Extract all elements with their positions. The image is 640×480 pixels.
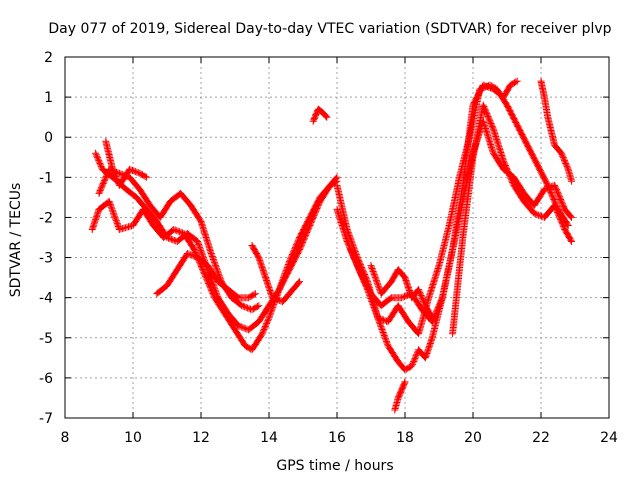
- x-tick-label: 12: [192, 430, 210, 446]
- y-tick-label: -7: [39, 411, 53, 427]
- series-arc-12: [449, 101, 576, 338]
- series-arc-7: [309, 105, 331, 125]
- x-tick-label: 24: [600, 430, 618, 446]
- gridlines: [65, 57, 609, 418]
- x-tick-label: 18: [396, 430, 414, 446]
- y-tick-label: -6: [39, 371, 53, 387]
- series-arc-11: [367, 262, 436, 322]
- series-arc-13: [537, 77, 576, 185]
- y-tick-label: -4: [39, 291, 53, 307]
- x-tick-label: 22: [532, 430, 550, 446]
- y-tick-label: -5: [39, 331, 53, 347]
- data-points: [88, 77, 576, 414]
- x-tick-label: 16: [328, 430, 346, 446]
- x-axis-label: GPS time / hours: [276, 458, 393, 474]
- y-tick-label: -3: [39, 251, 53, 267]
- x-tick-label: 8: [61, 430, 70, 446]
- series-arc-2: [92, 149, 341, 334]
- series-arc-4: [102, 137, 151, 189]
- y-tick-label: 0: [44, 130, 53, 146]
- x-tick-label: 14: [260, 430, 278, 446]
- series-arc-9: [333, 81, 572, 338]
- y-tick-label: -1: [39, 170, 53, 186]
- x-tick-label: 10: [124, 430, 142, 446]
- y-tick-label: -2: [39, 210, 53, 226]
- y-tick-label: 1: [44, 90, 53, 106]
- series-arc-5: [153, 250, 259, 302]
- y-axis-label: SDTVAR / TECUs: [8, 183, 24, 298]
- y-tick-label: 2: [44, 50, 53, 66]
- series-arc-14: [391, 378, 409, 414]
- chart-title: Day 077 of 2019, Sidereal Day-to-day VTE…: [48, 21, 611, 37]
- x-tick-label: 20: [464, 430, 482, 446]
- series-arc-6: [248, 242, 304, 306]
